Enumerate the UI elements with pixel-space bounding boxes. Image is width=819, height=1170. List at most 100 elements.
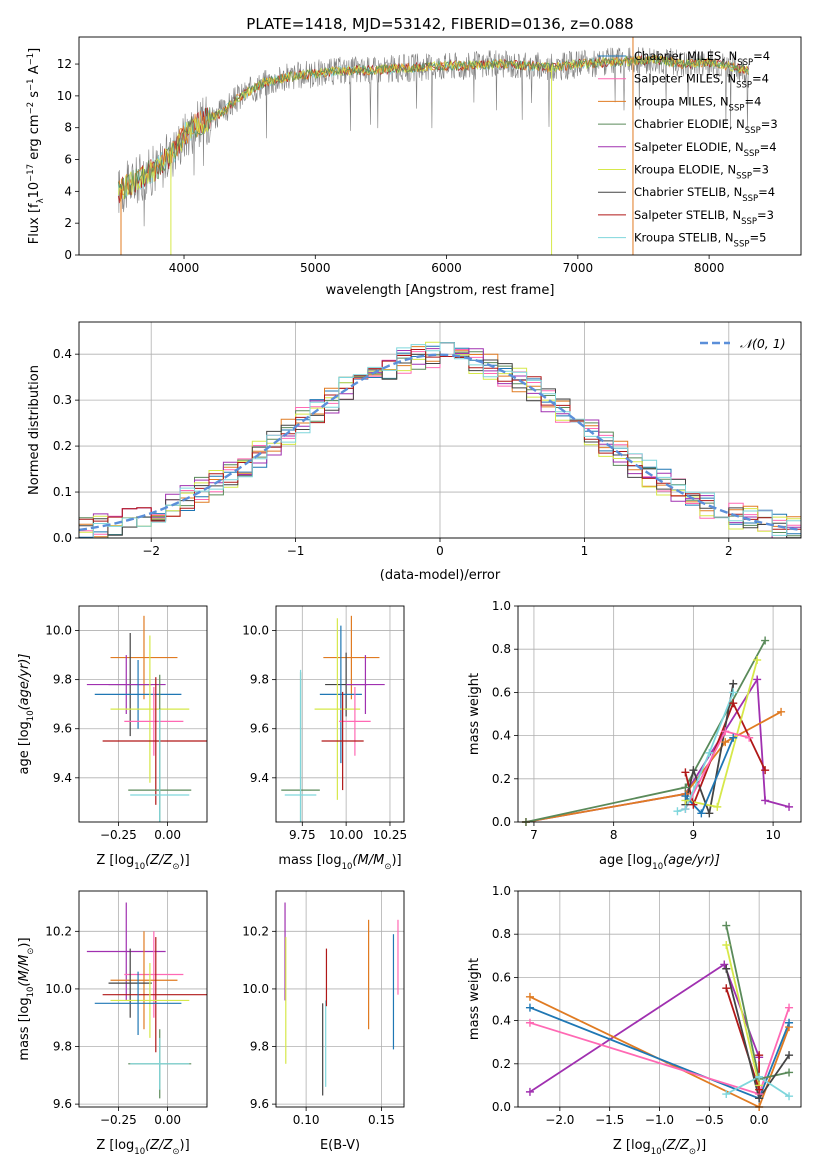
x-tick-label: 6000 bbox=[431, 261, 462, 275]
y-tick-label: 10 bbox=[57, 89, 72, 103]
y-tick-label: 0.1 bbox=[53, 485, 72, 499]
legend-label: Salpeter ELODIE, NSSP=4 bbox=[634, 140, 777, 159]
series-marker bbox=[722, 984, 731, 993]
axes-mass-vs-EBV: 0.10 0.15 9.6 9.8 10.0 10.2 E(B-V) bbox=[242, 890, 405, 1153]
x-tick-label: 0.10 bbox=[293, 1113, 320, 1127]
y-tick-label: 9.6 bbox=[250, 722, 269, 736]
y-tick-label: 0.0 bbox=[492, 1100, 511, 1114]
figure-title: PLATE=1418, MJD=53142, FIBERID=0136, z=0… bbox=[246, 15, 633, 33]
legend-label: Kroupa STELIB, NSSP=5 bbox=[634, 231, 766, 250]
plot-area bbox=[86, 902, 207, 1099]
series-marker bbox=[755, 1051, 764, 1060]
series-marker bbox=[777, 707, 786, 716]
series-marker bbox=[729, 733, 738, 742]
x-tick-label: 7 bbox=[530, 828, 538, 842]
series-line bbox=[684, 700, 766, 808]
x-tick-label: −2 bbox=[142, 544, 160, 558]
axes-frame bbox=[517, 890, 802, 1108]
y-axis-label: mass weight bbox=[467, 673, 482, 755]
series-marker bbox=[785, 1003, 794, 1012]
y-tick-label: 1.0 bbox=[492, 599, 511, 613]
series-marker bbox=[722, 964, 731, 973]
series-marker bbox=[753, 675, 762, 684]
x-tick-label: 10 bbox=[765, 828, 780, 842]
y-tick-label: 8 bbox=[64, 121, 72, 135]
x-tick-label: 9 bbox=[690, 828, 698, 842]
legend-label: Chabrier ELODIE, NSSP=3 bbox=[634, 117, 778, 136]
x-tick-label: −0.25 bbox=[100, 828, 137, 842]
y-tick-label: 0.2 bbox=[492, 1057, 511, 1071]
x-tick-label: 4000 bbox=[169, 261, 200, 275]
x-tick-label: 10.25 bbox=[373, 828, 407, 842]
y-tick-label: 0.3 bbox=[53, 393, 72, 407]
series-marker bbox=[785, 802, 794, 811]
legend-label: Chabrier MILES, NSSP=4 bbox=[634, 49, 770, 68]
y-tick-label: 0.0 bbox=[53, 531, 72, 545]
series-marker bbox=[761, 766, 770, 775]
x-tick-label: −0.25 bbox=[100, 1113, 137, 1127]
series-marker bbox=[785, 1018, 794, 1027]
x-tick-label: −1 bbox=[287, 544, 305, 558]
x-axis-label: (data-model)/error bbox=[380, 568, 501, 583]
x-tick-label: 1 bbox=[581, 544, 589, 558]
x-axis-label: mass [log10(M/M⊙)] bbox=[278, 853, 401, 872]
plot-area bbox=[118, 37, 749, 255]
plot-area bbox=[284, 902, 399, 1096]
histogram-step bbox=[79, 342, 801, 538]
y-tick-label: 0 bbox=[64, 248, 72, 262]
y-tick-label: 0.6 bbox=[492, 685, 511, 699]
y-tick-label: 0.6 bbox=[492, 970, 511, 984]
series-marker bbox=[681, 783, 690, 792]
series-marker bbox=[525, 1087, 534, 1096]
series-marker bbox=[755, 1072, 764, 1081]
y-tick-label: 9.8 bbox=[53, 673, 72, 687]
y-tick-label: 9.4 bbox=[53, 771, 72, 785]
model-line bbox=[118, 54, 749, 200]
legend: Chabrier MILES, NSSP=4 Salpeter MILES, NS… bbox=[598, 49, 778, 250]
series-marker bbox=[689, 766, 698, 775]
x-tick-label: 8 bbox=[610, 828, 618, 842]
y-tick-label: 9.8 bbox=[250, 673, 269, 687]
y-tick-label: 0.8 bbox=[492, 927, 511, 941]
series-marker bbox=[785, 1051, 794, 1060]
series-marker bbox=[681, 768, 690, 777]
x-tick-label: 0.15 bbox=[368, 1113, 395, 1127]
x-tick-label: 9.75 bbox=[289, 828, 316, 842]
x-tick-label: −2.0 bbox=[545, 1113, 574, 1127]
x-axis-label: E(B-V) bbox=[320, 1138, 360, 1153]
series-marker bbox=[761, 796, 770, 805]
y-axis-label: age [log10(age/yr)] bbox=[17, 654, 36, 775]
plot-area bbox=[281, 615, 385, 822]
charts: 4000 5000 6000 7000 8000024681012wavelength … bbox=[17, 36, 802, 1157]
series-marker bbox=[705, 748, 714, 757]
x-tick-label: −1.5 bbox=[595, 1113, 624, 1127]
y-axis-label: Normed distribution bbox=[27, 365, 42, 495]
axes-age-vs-mass: 9.75 10.00 10.25 9.4 9.6 9.8 10.0 mass [log10(M… bbox=[242, 605, 407, 872]
axes-mass-vs-Z: −0.25 0.00 9.6 9.8 10.0 10.2 Z [log10(Z/Z⊙)] ma… bbox=[17, 890, 208, 1157]
series-marker bbox=[785, 1092, 794, 1101]
series-line bbox=[525, 676, 790, 822]
series-line bbox=[525, 711, 782, 822]
series-line bbox=[529, 995, 790, 1107]
series-marker bbox=[755, 1094, 764, 1103]
y-tick-label: 10.0 bbox=[45, 624, 72, 638]
x-tick-label: 0.0 bbox=[750, 1113, 769, 1127]
plot-area bbox=[86, 615, 207, 822]
y-tick-label: 10.2 bbox=[45, 924, 72, 938]
y-tick-label: 9.6 bbox=[250, 1097, 269, 1111]
x-tick-label: 5000 bbox=[300, 261, 331, 275]
gaussian-curve bbox=[79, 353, 801, 532]
x-tick-label: −0.5 bbox=[695, 1113, 724, 1127]
axes-frame bbox=[78, 890, 208, 1108]
y-axis-label: mass weight bbox=[467, 958, 482, 1040]
series-marker bbox=[729, 688, 738, 697]
y-tick-label: 9.6 bbox=[53, 722, 72, 736]
series-marker bbox=[722, 921, 731, 930]
y-tick-label: 9.8 bbox=[53, 1040, 72, 1054]
series-line bbox=[529, 963, 760, 1093]
series-marker bbox=[525, 992, 534, 1001]
series-line bbox=[725, 944, 760, 1086]
y-tick-label: 9.6 bbox=[53, 1097, 72, 1111]
x-axis-label: Z [log10(Z/Z⊙)] bbox=[96, 853, 189, 872]
